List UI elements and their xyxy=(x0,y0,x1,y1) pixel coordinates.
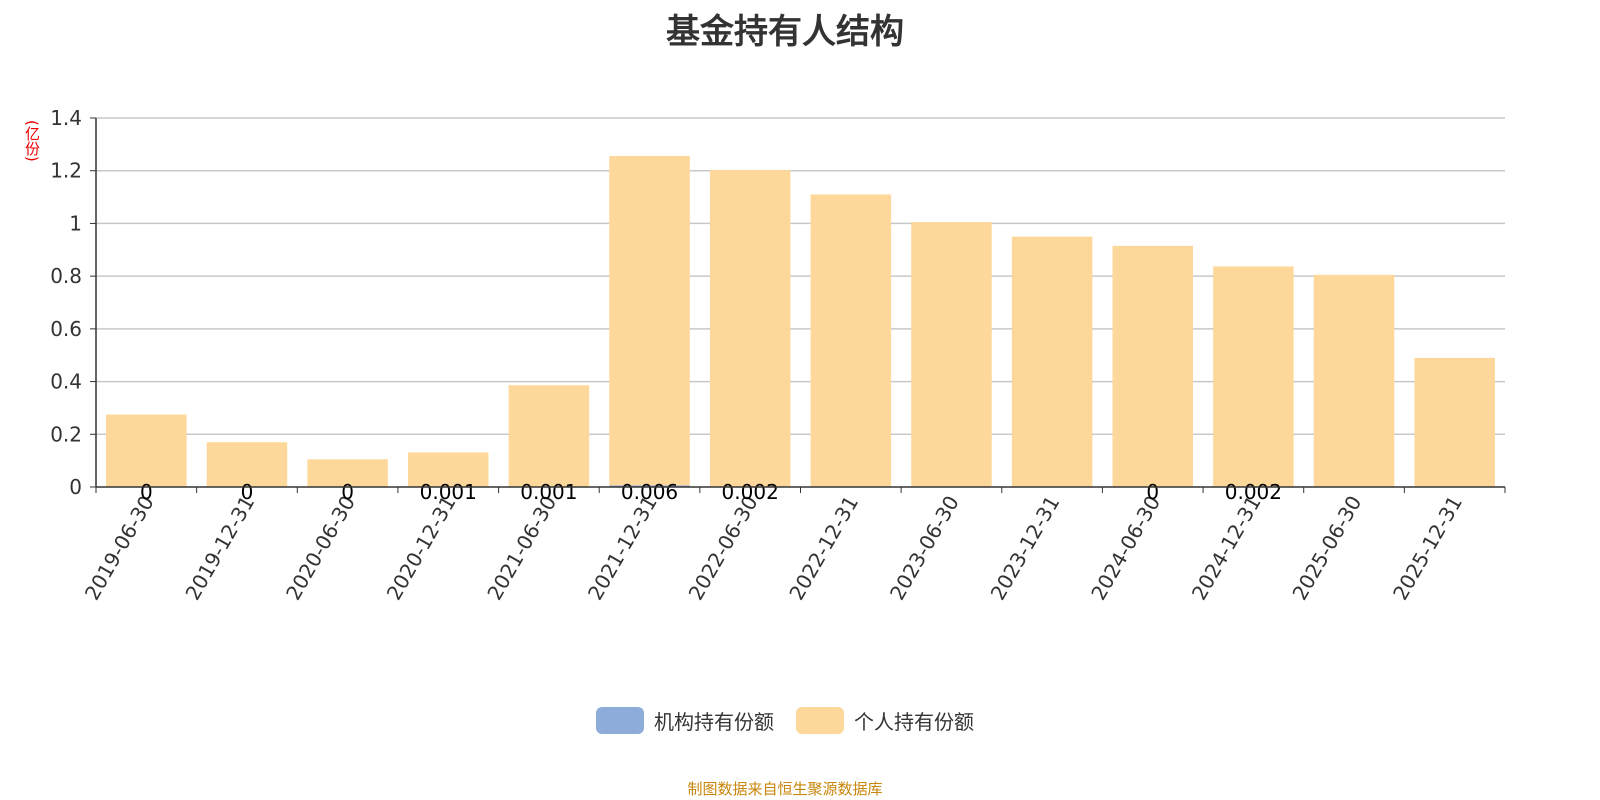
bar-individual xyxy=(1313,274,1395,487)
bar-individual xyxy=(1414,357,1495,487)
legend-swatch xyxy=(596,707,644,734)
bar-individual xyxy=(609,155,690,486)
y-tick-label: 1.2 xyxy=(50,159,82,183)
data-label-institutional: 0.001 xyxy=(520,480,577,504)
data-label-institutional: 0.001 xyxy=(420,480,477,504)
bar-institutional xyxy=(609,485,690,487)
y-tick-label: 1.4 xyxy=(50,106,82,130)
x-tick-label: 2019-06-30 xyxy=(80,492,159,605)
y-tick-label: 0.6 xyxy=(50,317,82,341)
bar-individual xyxy=(407,452,489,487)
bar-individual xyxy=(206,442,288,487)
x-tick-label: 2024-06-30 xyxy=(1086,492,1165,605)
x-tick-label: 2019-12-31 xyxy=(180,492,259,605)
bar-individual xyxy=(709,170,791,487)
y-tick-label: 0.2 xyxy=(50,422,82,446)
bar-individual xyxy=(307,459,388,487)
data-label-institutional: 0.006 xyxy=(621,480,678,504)
x-tick-label: 2022-06-30 xyxy=(684,492,763,605)
legend-swatch xyxy=(796,707,844,734)
data-label-institutional: 0 xyxy=(140,480,153,504)
chart-title: 基金持有人结构 xyxy=(666,12,904,52)
legend-label: 机构持有份额 xyxy=(654,710,774,734)
x-tick-label: 2025-06-30 xyxy=(1287,492,1366,605)
y-tick-label: 0.4 xyxy=(50,370,82,394)
y-tick-label: 0.8 xyxy=(50,264,82,288)
x-tick-label: 2023-12-31 xyxy=(986,492,1065,605)
legend-item-individual[interactable]: 个人持有份额 xyxy=(796,706,974,735)
x-tick-label: 2021-12-31 xyxy=(583,492,662,605)
data-label-institutional: 0 xyxy=(1146,480,1159,504)
y-tick-label: 1 xyxy=(69,211,82,235)
data-label-institutional: 0.002 xyxy=(1225,480,1282,504)
bar-individual xyxy=(106,414,187,487)
data-label-institutional: 0 xyxy=(341,480,354,504)
data-source-note: 制图数据来自恒生聚源数据库 xyxy=(687,780,883,798)
x-tick-label: 2020-12-31 xyxy=(382,492,461,605)
y-axis-unit: (亿份) xyxy=(23,120,41,162)
data-label-institutional: 0 xyxy=(241,480,254,504)
legend: 机构持有份额 个人持有份额 xyxy=(0,706,1570,735)
legend-item-institutional[interactable]: 机构持有份额 xyxy=(596,706,774,735)
x-tick-label: 2023-06-30 xyxy=(885,492,964,605)
x-tick-label: 2024-12-31 xyxy=(1187,492,1266,605)
bar-individual xyxy=(508,385,590,487)
legend-label: 个人持有份额 xyxy=(854,710,974,734)
data-label-institutional: 0.002 xyxy=(722,480,779,504)
x-tick-label: 2025-12-31 xyxy=(1388,492,1467,605)
bar-individual xyxy=(1213,266,1294,487)
x-tick-label: 2021-06-30 xyxy=(482,492,561,605)
bar-individual xyxy=(911,222,992,487)
x-tick-label: 2022-12-31 xyxy=(784,492,863,605)
y-tick-label: 0 xyxy=(69,475,82,499)
bar-individual xyxy=(1112,245,1194,487)
bar-individual xyxy=(810,194,892,487)
x-tick-label: 2020-06-30 xyxy=(281,492,360,605)
bar-individual xyxy=(1011,236,1093,487)
